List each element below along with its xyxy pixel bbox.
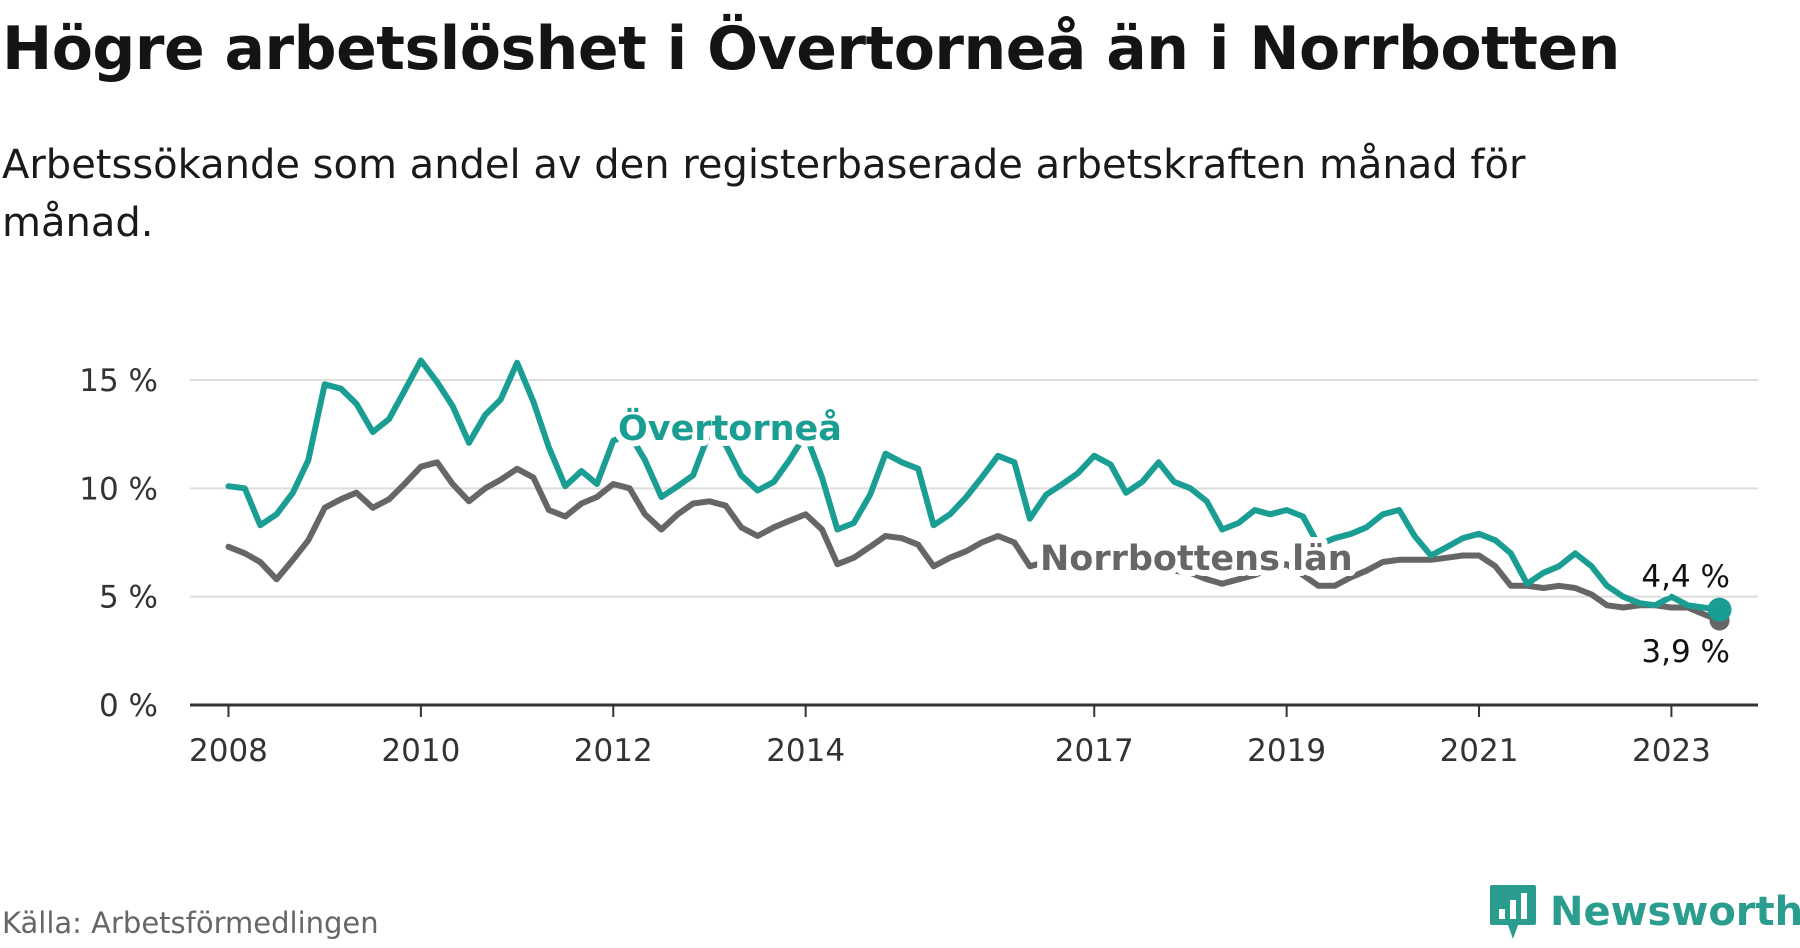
y-tick-label: 15 % (79, 363, 158, 399)
x-tick-label: 2023 (1632, 733, 1711, 769)
page-title: Högre arbetslöshet i Övertorneå än i Nor… (2, 14, 1620, 84)
end-point-overtornea (1707, 597, 1732, 622)
series-label-overtornea: Övertorneå (618, 407, 842, 449)
x-tick-label: 2012 (574, 733, 653, 769)
x-tick-label: 2021 (1440, 733, 1519, 769)
y-tick-label: 5 % (99, 580, 158, 616)
series-line-norrbotten (225, 459, 1723, 624)
end-value-norrbotten: 3,9 % (1641, 634, 1730, 670)
x-tick-label: 2010 (381, 733, 460, 769)
source-note: Källa: Arbetsförmedlingen (2, 906, 379, 940)
brand-logo: Newsworthy (1488, 883, 1800, 941)
axes: 0 % 5 % 10 % 15 % 2008 2010 2012 2014 2017 2019 20… (79, 363, 1758, 769)
y-tick-label: 10 % (79, 471, 158, 507)
series-lines (225, 357, 1732, 631)
x-tick-label: 2008 (189, 733, 268, 769)
newsworthy-icon (1490, 885, 1536, 939)
line-chart: 0 % 5 % 10 % 15 % 2008 2010 2012 2014 2017 2019 20… (79, 357, 1758, 769)
series-labels: Övertorneå Norrbottens län 4,4 % 3,9 % (612, 401, 1736, 676)
x-tick-label: 2019 (1247, 733, 1326, 769)
end-value-overtornea: 4,4 % (1641, 559, 1730, 595)
y-tick-label: 0 % (99, 688, 158, 724)
page-subtitle: Arbetssökande som andel av den registerb… (2, 142, 1526, 246)
series-line-overtornea (225, 357, 1723, 613)
series-label-norrbotten: Norrbottens län (1040, 539, 1353, 579)
x-tick-label: 2014 (766, 733, 845, 769)
x-tick-label: 2017 (1055, 733, 1134, 769)
brand-name: Newsworthy (1550, 889, 1800, 935)
